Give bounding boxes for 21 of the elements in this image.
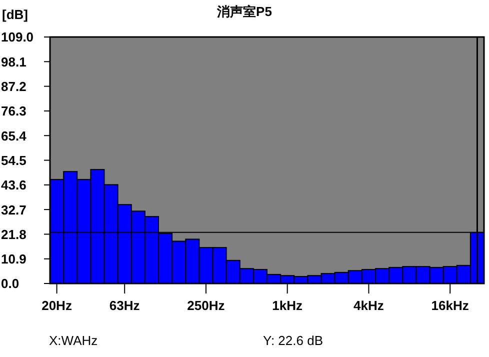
y-tick-label: 98.1 bbox=[1, 54, 26, 70]
y-tick-label: 109.0 bbox=[1, 30, 34, 45]
chart-title: 消声室P5 bbox=[216, 4, 272, 19]
x-tick-label: 63Hz bbox=[109, 298, 140, 313]
y-tick-label: 10.9 bbox=[1, 252, 26, 267]
y-tick-label: 65.4 bbox=[1, 128, 28, 144]
x-tick-label: 16kHz bbox=[431, 298, 470, 313]
text: Y: 22.6 dB bbox=[263, 333, 323, 348]
x-tick-label: 20Hz bbox=[42, 298, 72, 313]
text: X:WAHz bbox=[49, 333, 98, 348]
y-tick-label: 0.0 bbox=[1, 276, 20, 292]
y-tick-label: 32.7 bbox=[1, 202, 26, 218]
y-tick-label: 76.3 bbox=[1, 104, 26, 119]
x-tick-label: 1kHz bbox=[272, 298, 304, 313]
x-tick-label: 250Hz bbox=[187, 298, 226, 313]
y-tick-label: 43.6 bbox=[1, 178, 26, 193]
y-axis-title: [dB] bbox=[2, 7, 28, 22]
y-tick-label: 54.5 bbox=[1, 152, 26, 168]
y-tick-label: 87.2 bbox=[1, 79, 26, 94]
y-tick-label: 21.8 bbox=[1, 226, 26, 242]
x-tick-label: 4kHz bbox=[354, 298, 384, 313]
